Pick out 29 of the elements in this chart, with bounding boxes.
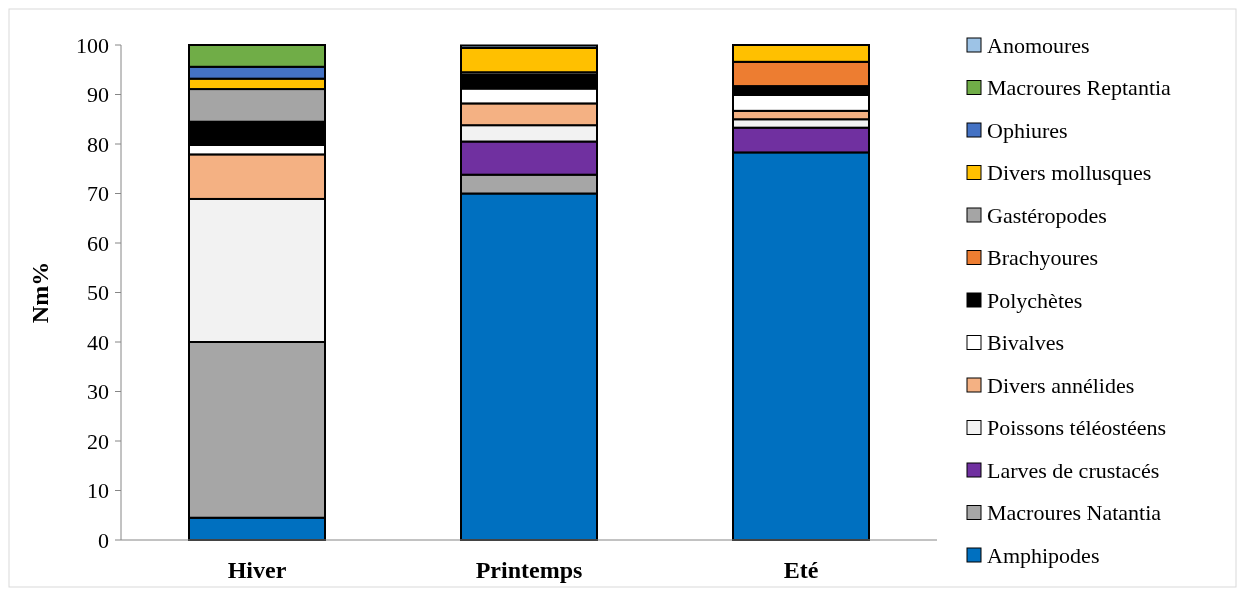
legend-label: Poissons téléostéens: [987, 415, 1167, 440]
legend-label: Macroures Natantia: [987, 500, 1162, 525]
y-tick-label: 40: [87, 329, 109, 355]
legend-label: Macroures Reptantia: [987, 75, 1172, 100]
y-tick-label: 100: [76, 32, 109, 58]
y-tick-label: 50: [87, 280, 109, 305]
legend-label: Bivalves: [987, 330, 1064, 355]
x-tick-label: Printemps: [475, 557, 583, 583]
legend-label: Anomoures: [987, 32, 1090, 58]
legend-label: Brachyoures: [987, 245, 1099, 270]
legend-label: Amphipodes: [987, 542, 1100, 568]
x-tick-label: Eté: [783, 557, 819, 583]
legend-label: Divers mollusques: [987, 160, 1152, 185]
bar: [460, 46, 598, 74]
y-tick-label: 10: [87, 478, 109, 503]
legend-label: Gastéropodes: [987, 202, 1107, 228]
y-axis-title: Nm%: [27, 261, 53, 324]
legend-label: Divers annélides: [987, 372, 1135, 398]
y-tick-label: 90: [87, 82, 109, 107]
x-tick-label: Hiver: [227, 557, 287, 583]
legend-label: Larves de crustacés: [987, 457, 1160, 483]
y-tick-label: 0: [98, 527, 109, 553]
legend-label: Polychètes: [987, 287, 1083, 313]
y-tick-label: 70: [87, 181, 109, 206]
y-tick-label: 80: [87, 131, 109, 157]
y-tick-label: 30: [87, 379, 109, 404]
y-tick-label: 60: [87, 230, 109, 256]
y-tick-label: 20: [87, 428, 109, 454]
legend-label: Ophiures: [987, 117, 1068, 143]
